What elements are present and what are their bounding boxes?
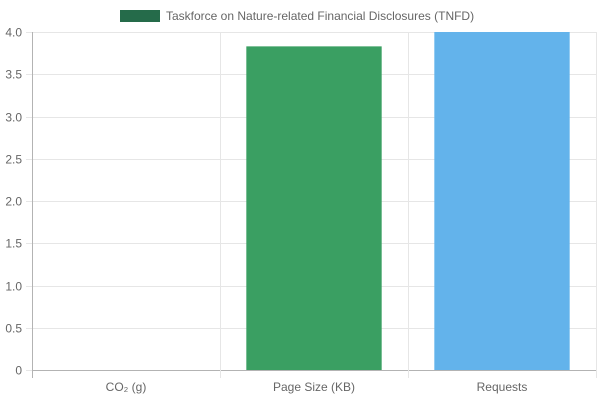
y-tick-label: 0.5 <box>5 322 22 336</box>
x-tick-label: Requests <box>477 380 528 394</box>
y-tick-label: 3.5 <box>5 68 22 82</box>
y-tick-label: 2.0 <box>5 195 22 209</box>
y-tick-label: 2.5 <box>5 153 22 167</box>
x-tick-label: CO₂ (g) <box>106 380 147 394</box>
legend-swatch <box>120 10 160 22</box>
bar-2 <box>434 32 570 370</box>
y-tick-label: 4.0 <box>5 26 22 40</box>
y-tick-label: 0 <box>15 364 22 378</box>
legend-label: Taskforce on Nature-related Financial Di… <box>166 9 474 23</box>
y-tick-label: 3.0 <box>5 111 22 125</box>
bar-1 <box>246 46 382 371</box>
y-tick-label: 1.0 <box>5 280 22 294</box>
y-tick-label: 1.5 <box>5 237 22 251</box>
x-tick-label: Page Size (KB) <box>273 380 355 394</box>
legend: Taskforce on Nature-related Financial Di… <box>120 9 474 23</box>
